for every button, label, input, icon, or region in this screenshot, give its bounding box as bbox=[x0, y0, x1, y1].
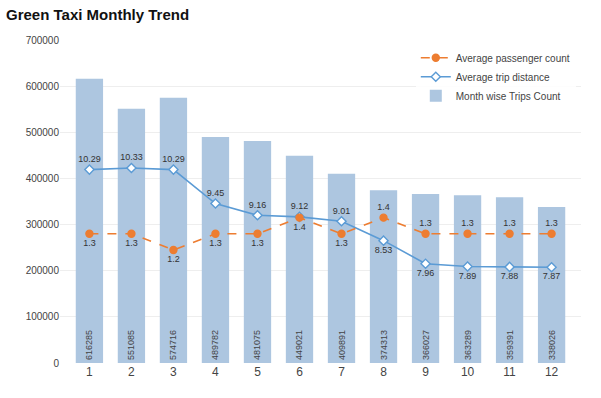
svg-text:500000: 500000 bbox=[26, 127, 60, 138]
svg-text:7.87: 7.87 bbox=[543, 271, 561, 281]
svg-text:1.3: 1.3 bbox=[503, 218, 516, 228]
svg-text:6: 6 bbox=[296, 365, 303, 379]
svg-text:481075: 481075 bbox=[252, 330, 262, 360]
svg-text:2: 2 bbox=[128, 365, 135, 379]
svg-text:400000: 400000 bbox=[26, 173, 60, 184]
svg-text:1.3: 1.3 bbox=[209, 238, 222, 248]
svg-text:449021: 449021 bbox=[294, 330, 304, 360]
svg-text:363289: 363289 bbox=[463, 330, 473, 360]
svg-text:574716: 574716 bbox=[168, 330, 178, 360]
svg-text:551085: 551085 bbox=[126, 330, 136, 360]
svg-text:0: 0 bbox=[53, 358, 59, 369]
svg-text:3: 3 bbox=[170, 365, 177, 379]
svg-text:300000: 300000 bbox=[26, 219, 60, 230]
svg-text:Month wise Trips Count: Month wise Trips Count bbox=[456, 91, 561, 102]
svg-text:7.96: 7.96 bbox=[417, 268, 435, 278]
svg-text:10.29: 10.29 bbox=[78, 154, 101, 164]
svg-text:9.12: 9.12 bbox=[291, 201, 309, 211]
svg-text:409891: 409891 bbox=[337, 330, 347, 360]
svg-text:11: 11 bbox=[503, 365, 516, 379]
svg-text:9: 9 bbox=[422, 365, 429, 379]
svg-text:9.16: 9.16 bbox=[249, 200, 267, 210]
svg-text:10.33: 10.33 bbox=[120, 152, 143, 162]
svg-text:Green Taxi Monthly Trend: Green Taxi Monthly Trend bbox=[6, 6, 189, 23]
svg-text:8.53: 8.53 bbox=[375, 245, 393, 255]
svg-text:700000: 700000 bbox=[26, 35, 60, 46]
svg-text:Average trip distance: Average trip distance bbox=[456, 72, 550, 83]
svg-text:1.3: 1.3 bbox=[251, 238, 264, 248]
svg-text:1.4: 1.4 bbox=[377, 202, 390, 212]
svg-text:1: 1 bbox=[86, 365, 93, 379]
svg-text:7.89: 7.89 bbox=[459, 271, 477, 281]
svg-text:489782: 489782 bbox=[210, 330, 220, 360]
svg-text:200000: 200000 bbox=[26, 265, 60, 276]
svg-text:1.2: 1.2 bbox=[167, 254, 180, 264]
svg-text:1.3: 1.3 bbox=[545, 218, 558, 228]
svg-text:374313: 374313 bbox=[379, 330, 389, 360]
svg-text:9.01: 9.01 bbox=[333, 206, 351, 216]
svg-text:7.88: 7.88 bbox=[501, 271, 519, 281]
svg-text:1.3: 1.3 bbox=[125, 238, 138, 248]
svg-text:1.3: 1.3 bbox=[461, 218, 474, 228]
svg-text:338026: 338026 bbox=[547, 330, 557, 360]
svg-text:359391: 359391 bbox=[505, 330, 515, 360]
svg-text:12: 12 bbox=[545, 365, 559, 379]
svg-text:7: 7 bbox=[338, 365, 345, 379]
svg-text:5: 5 bbox=[254, 365, 261, 379]
svg-text:1.4: 1.4 bbox=[293, 222, 306, 232]
svg-text:8: 8 bbox=[380, 365, 387, 379]
svg-text:100000: 100000 bbox=[26, 311, 60, 322]
svg-text:4: 4 bbox=[212, 365, 219, 379]
svg-text:600000: 600000 bbox=[26, 81, 60, 92]
svg-text:616285: 616285 bbox=[84, 330, 94, 360]
svg-text:10: 10 bbox=[461, 365, 475, 379]
svg-text:9.45: 9.45 bbox=[207, 188, 225, 198]
svg-text:1.3: 1.3 bbox=[419, 218, 432, 228]
svg-text:366027: 366027 bbox=[421, 330, 431, 360]
svg-text:1.3: 1.3 bbox=[335, 238, 348, 248]
svg-text:10.29: 10.29 bbox=[162, 154, 185, 164]
svg-text:1.3: 1.3 bbox=[83, 238, 96, 248]
svg-text:Average passenger count: Average passenger count bbox=[456, 53, 570, 64]
